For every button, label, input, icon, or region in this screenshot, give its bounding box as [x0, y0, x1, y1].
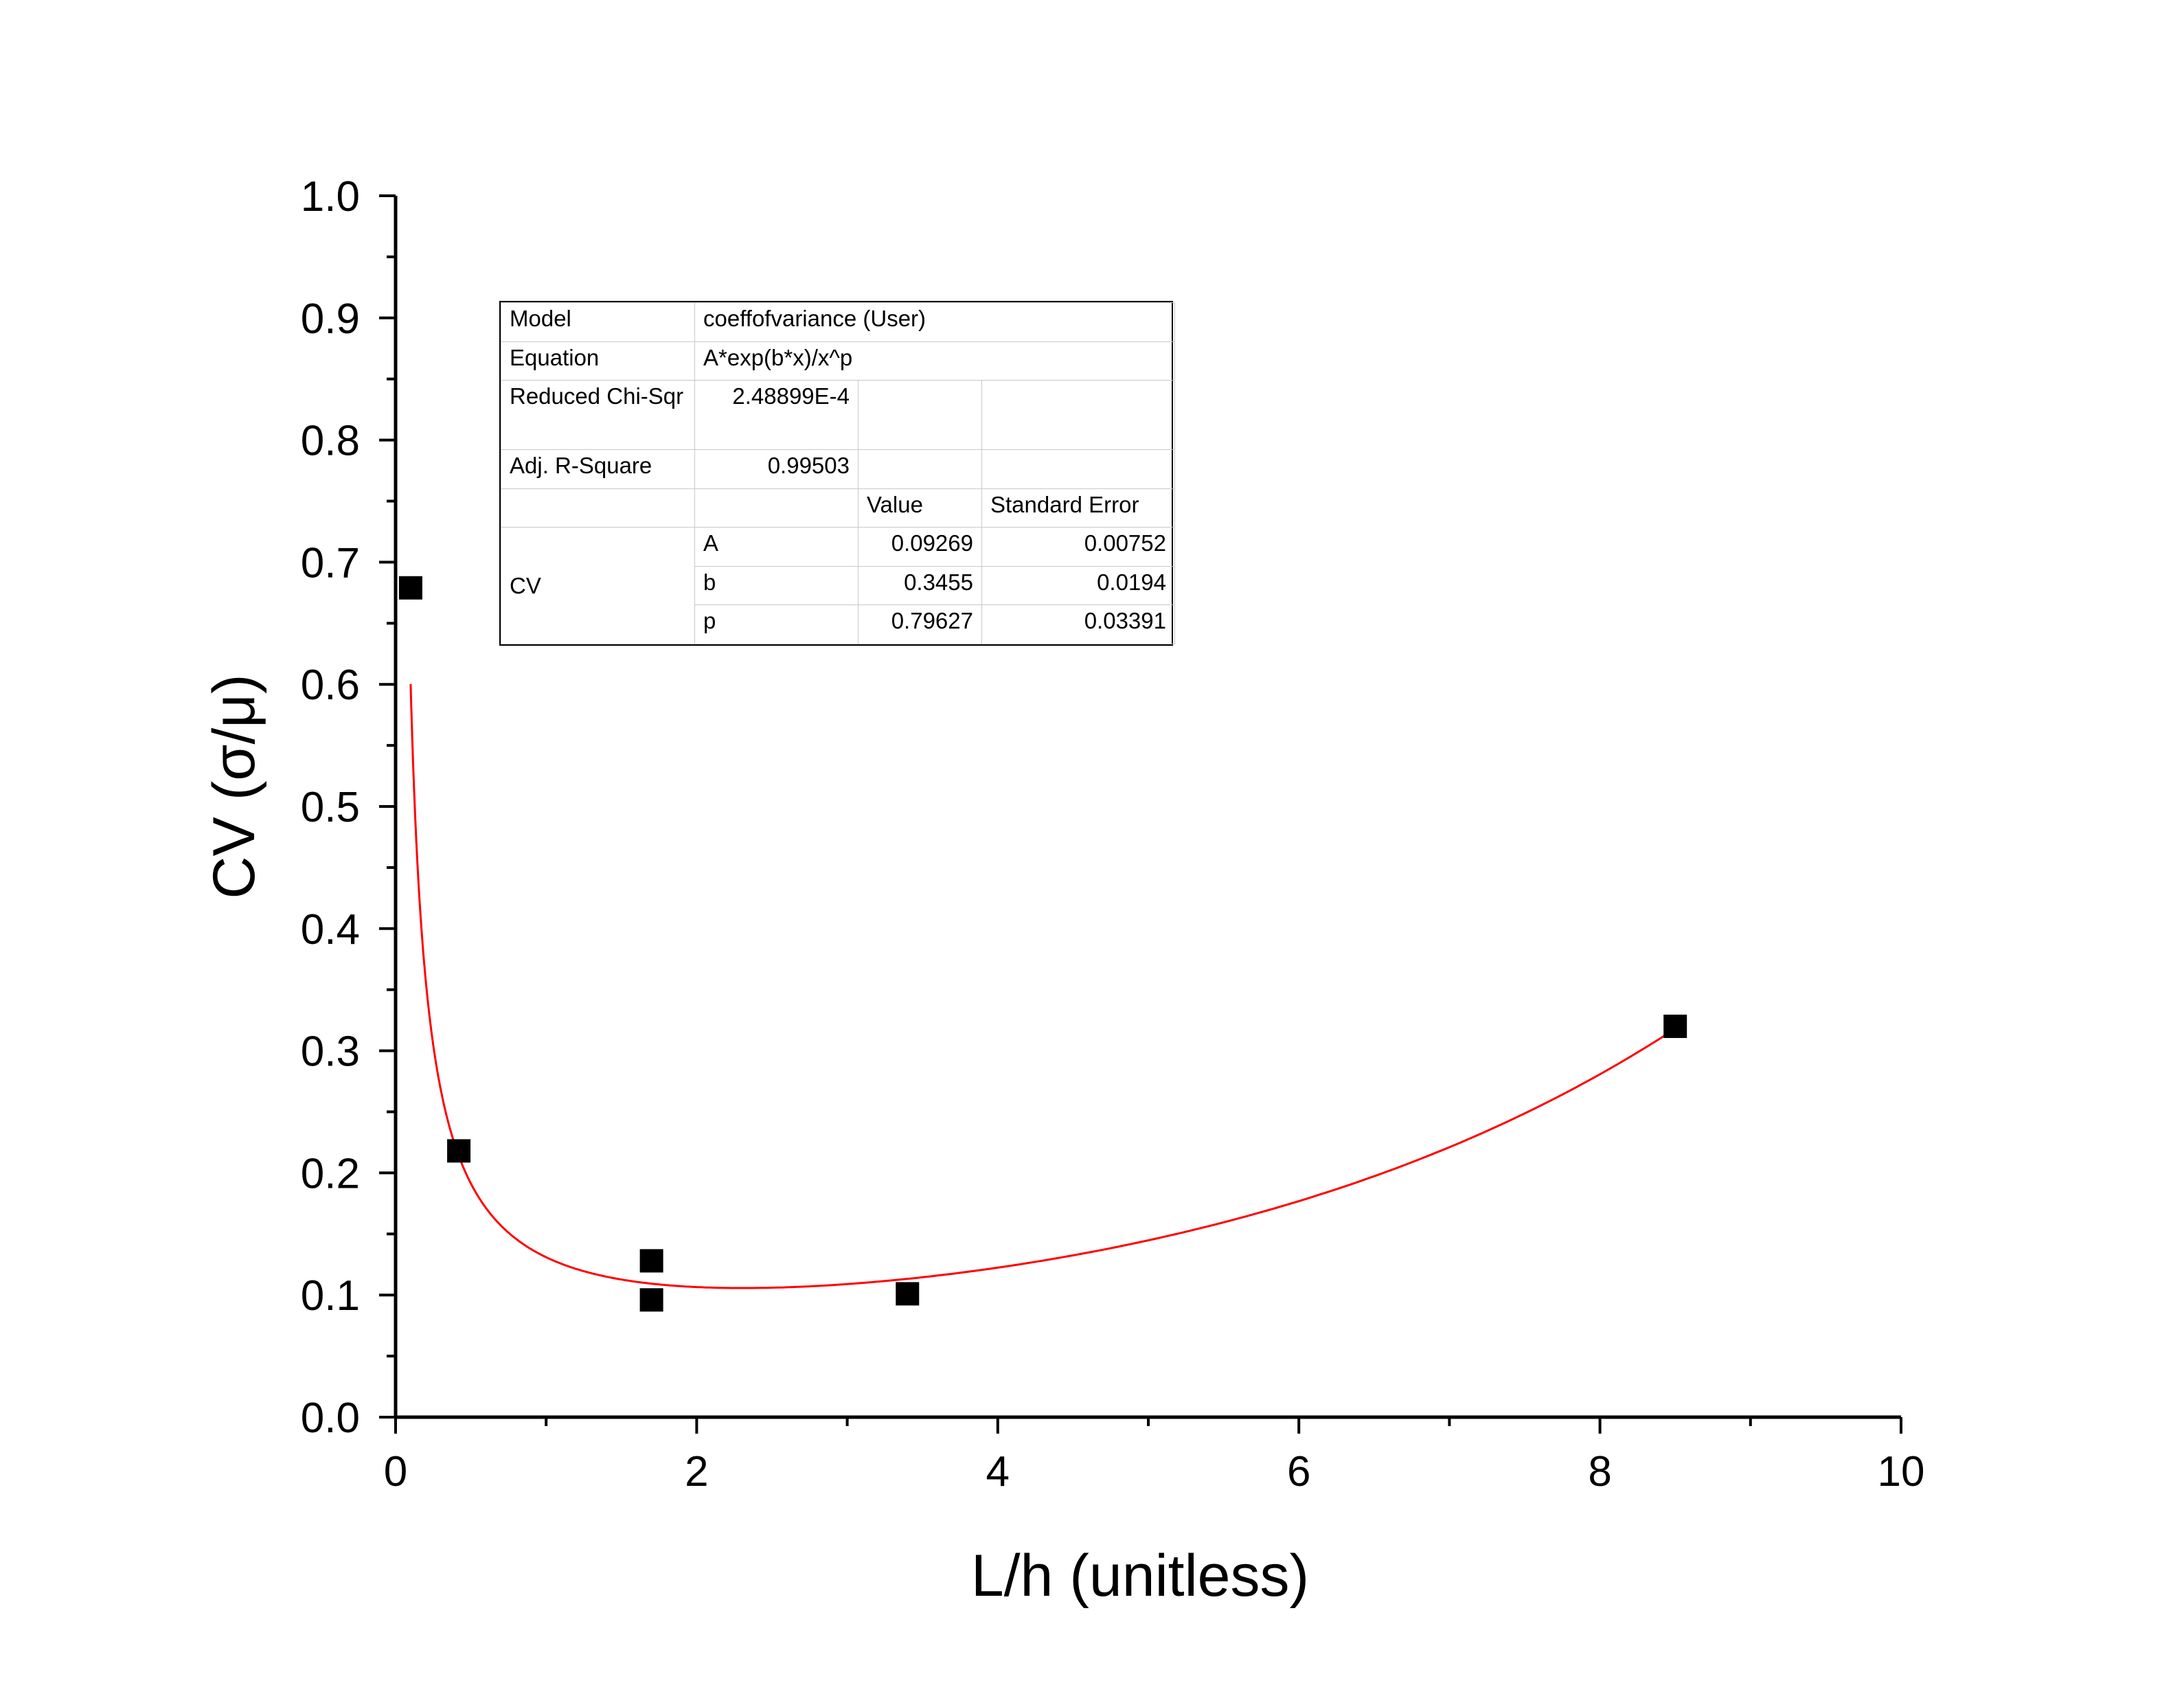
param-error: 0.0194	[981, 565, 1175, 606]
data-points	[398, 576, 1687, 1312]
error-header: Standard Error	[981, 488, 1175, 528]
equation-value: A*exp(b*x)/x^p	[694, 341, 1175, 381]
data-point	[447, 1139, 471, 1163]
y-tick-label: 0.7	[301, 539, 360, 587]
y-tick-label: 0.8	[301, 418, 360, 465]
y-tick-label: 0.9	[301, 295, 360, 343]
x-tick-label: 2	[685, 1448, 708, 1495]
fit-curve	[409, 684, 1676, 1289]
x-tick-label: 6	[1287, 1448, 1310, 1495]
chisqr-label: Reduced Chi-Sqr	[501, 380, 695, 451]
model-value: coeffofvariance (User)	[694, 302, 1175, 342]
model-label: Model	[501, 302, 695, 342]
y-tick-label: 0.0	[301, 1394, 360, 1442]
fit-layer	[409, 684, 1676, 1289]
data-point	[639, 1288, 663, 1312]
y-tick-label: 0.4	[301, 906, 360, 953]
x-tick-label: 4	[986, 1448, 1010, 1495]
r2-label: Adj. R-Square	[501, 449, 695, 489]
data-point	[398, 576, 422, 600]
x-tick-label: 10	[1878, 1448, 1925, 1495]
ticks: 0.0 0.1 0.2 0.3 0.4 0.5 0.6 0.7 0.8 0.9 1.0 0 2 4 6 8 10	[301, 173, 1925, 1495]
fit-statistics-table: Model coeffofvariance (User) Equation A*…	[499, 301, 1175, 646]
y-tick-label: 0.3	[301, 1028, 360, 1076]
x-tick-label: 8	[1588, 1448, 1611, 1495]
param-error: 0.03391	[981, 605, 1175, 644]
y-tick-label: 1.0	[301, 173, 360, 221]
y-axis-title: CV (σ/μ)	[201, 674, 267, 899]
r2-value: 0.99503	[694, 449, 858, 489]
data-point	[639, 1249, 663, 1273]
param-name: p	[694, 605, 858, 644]
param-name: b	[694, 565, 858, 606]
param-value: 0.09269	[858, 527, 982, 567]
data-point	[896, 1282, 920, 1306]
y-tick-label: 0.5	[301, 784, 360, 831]
x-tick-label: 0	[384, 1448, 407, 1495]
param-value: 0.3455	[858, 565, 982, 606]
value-header: Value	[858, 488, 982, 528]
param-error: 0.00752	[981, 527, 1175, 567]
y-tick-label: 0.1	[301, 1272, 360, 1320]
param-value: 0.79627	[858, 605, 982, 644]
x-axis-title: L/h (unitless)	[971, 1543, 1309, 1609]
equation-label: Equation	[501, 341, 695, 381]
group-label: CV	[501, 527, 695, 644]
y-tick-label: 0.6	[301, 662, 360, 709]
param-name: A	[694, 527, 858, 567]
y-tick-label: 0.2	[301, 1150, 360, 1197]
data-point	[1663, 1015, 1687, 1039]
chisqr-value: 2.48899E-4	[694, 380, 858, 451]
